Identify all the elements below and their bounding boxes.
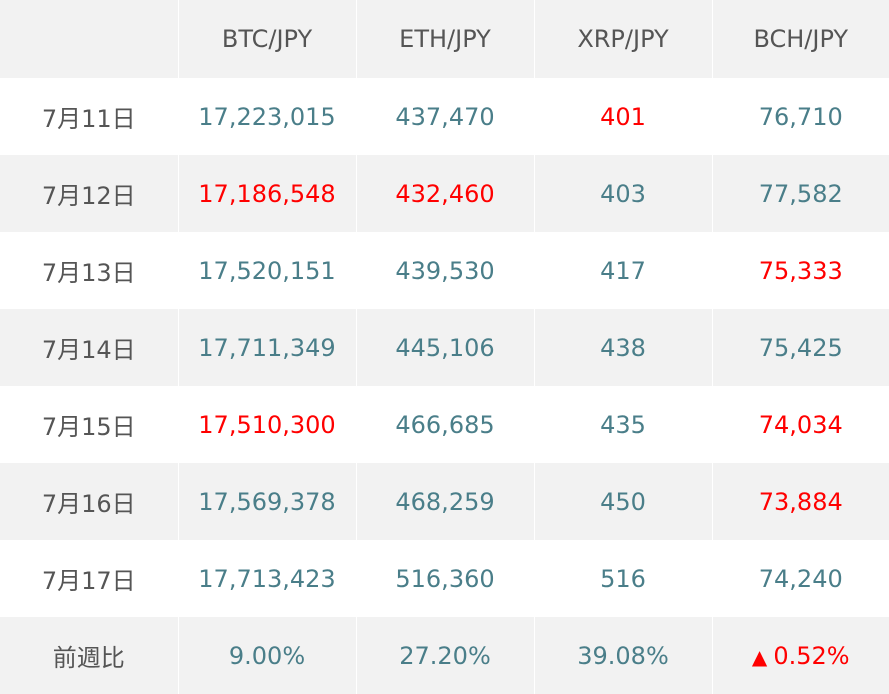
table-row: 7月11日 17,223,015 437,470 401 76,710 bbox=[0, 78, 889, 155]
bch-price: 74,034 bbox=[758, 410, 843, 439]
xrp-weekly-change: 39.08% bbox=[534, 617, 713, 694]
table-row: 7月15日 17,510,300 466,685 435 74,034 bbox=[0, 386, 889, 463]
row-date: 7月14日 bbox=[0, 309, 179, 386]
pct-value: 0.52% bbox=[773, 641, 850, 670]
pct-value: 9.00% bbox=[228, 641, 306, 670]
row-date: 7月13日 bbox=[0, 232, 179, 309]
xrp-price: 516 bbox=[534, 540, 713, 617]
header-eth: ETH/JPY bbox=[356, 0, 535, 78]
bch-price: 76,710 bbox=[758, 102, 843, 131]
eth-price: 466,685 bbox=[356, 386, 535, 463]
eth-price: 516,360 bbox=[356, 540, 535, 617]
table-row: 7月14日 17,711,349 445,106 438 75,425 bbox=[0, 309, 889, 386]
xrp-price: 403 bbox=[534, 155, 713, 232]
bch-price: 75,333 bbox=[758, 256, 843, 285]
bch-weekly-change: ▲ 0.52% bbox=[712, 617, 889, 694]
eth-price: 437,470 bbox=[356, 78, 535, 155]
weekly-change-label: 前週比 bbox=[0, 617, 179, 694]
row-date: 7月11日 bbox=[0, 78, 179, 155]
eth-price: 468,259 bbox=[356, 463, 535, 540]
row-date: 7月15日 bbox=[0, 386, 179, 463]
btc-price: 17,569,378 bbox=[178, 463, 357, 540]
bch-price: 75,425 bbox=[758, 333, 843, 362]
pct-value: 39.08% bbox=[577, 641, 669, 670]
btc-price: 17,186,548 bbox=[178, 155, 357, 232]
xrp-price: 401 bbox=[534, 78, 713, 155]
header-xrp: XRP/JPY bbox=[534, 0, 713, 78]
xrp-price: 450 bbox=[534, 463, 713, 540]
table-row: 7月17日 17,713,423 516,360 516 74,240 bbox=[0, 540, 889, 617]
btc-price: 17,223,015 bbox=[178, 78, 357, 155]
row-date: 7月17日 bbox=[0, 540, 179, 617]
eth-price: 432,460 bbox=[356, 155, 535, 232]
xrp-price: 417 bbox=[534, 232, 713, 309]
bch-price: 73,884 bbox=[758, 487, 843, 516]
pct-value: 27.20% bbox=[399, 641, 491, 670]
header-btc: BTC/JPY bbox=[178, 0, 357, 78]
header-bch: BCH/JPY bbox=[753, 25, 849, 53]
eth-price: 445,106 bbox=[356, 309, 535, 386]
btc-price: 17,510,300 bbox=[178, 386, 357, 463]
header-row: BTC/JPY ETH/JPY XRP/JPY BCH/JPY bbox=[0, 0, 889, 78]
row-date: 7月16日 bbox=[0, 463, 179, 540]
triangle-up-icon: ▲ bbox=[751, 644, 768, 669]
btc-price: 17,713,423 bbox=[178, 540, 357, 617]
header-blank bbox=[0, 0, 179, 78]
table-row: 7月16日 17,569,378 468,259 450 73,884 bbox=[0, 463, 889, 540]
eth-price: 439,530 bbox=[356, 232, 535, 309]
eth-weekly-change: 27.20% bbox=[356, 617, 535, 694]
weekly-change-row: 前週比 9.00% 27.20% 39.08% ▲ 0.52% bbox=[0, 617, 889, 694]
xrp-price: 435 bbox=[534, 386, 713, 463]
bch-price: 77,582 bbox=[758, 179, 843, 208]
btc-price: 17,711,349 bbox=[178, 309, 357, 386]
bch-price: 74,240 bbox=[758, 564, 843, 593]
table-row: 7月12日 17,186,548 432,460 403 77,582 bbox=[0, 155, 889, 232]
btc-weekly-change: 9.00% bbox=[178, 617, 357, 694]
xrp-price: 438 bbox=[534, 309, 713, 386]
row-date: 7月12日 bbox=[0, 155, 179, 232]
btc-price: 17,520,151 bbox=[178, 232, 357, 309]
table-row: 7月13日 17,520,151 439,530 417 75,333 bbox=[0, 232, 889, 309]
